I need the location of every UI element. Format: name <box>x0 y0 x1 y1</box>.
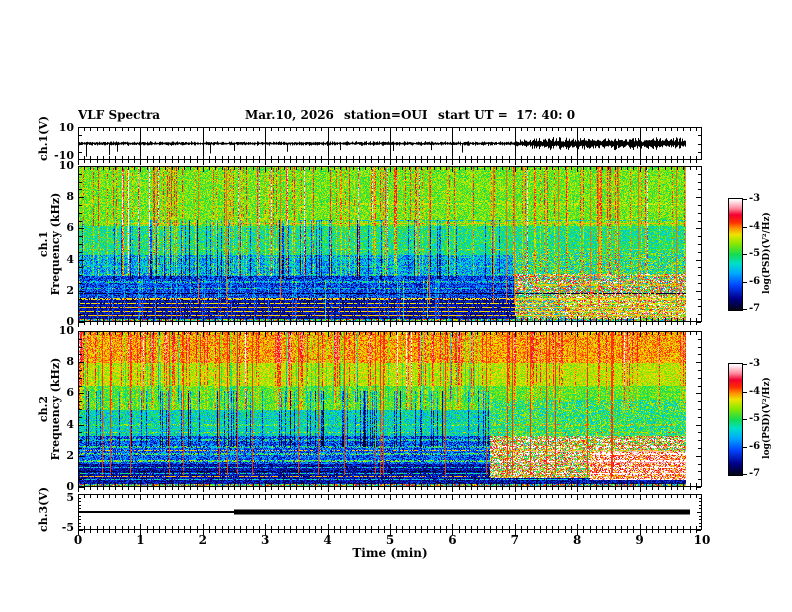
spec2-ytick-10: 10 <box>58 324 74 337</box>
ch3v-axis-title: ch.3(V) <box>37 486 50 532</box>
colorbar-ch1-tick--4: -4 <box>749 220 761 232</box>
x-tick-label-1: 1 <box>136 533 145 547</box>
colorbar-ch1-tick--3: -3 <box>749 193 761 204</box>
colorbar-ch2 <box>728 363 748 476</box>
spec1-ytick-8: 8 <box>66 190 74 204</box>
colorbar-ch1-title: log(PSD)(V²/Hz) <box>762 212 772 294</box>
x-tick-label-7: 7 <box>510 533 519 547</box>
x-tick-label-6: 6 <box>448 533 457 547</box>
colorbar-ch1-tick--6: -6 <box>749 275 761 287</box>
colorbar-ch1-tick--7: -7 <box>749 303 761 314</box>
start-ut-label: start UT = 17: 40: 0 <box>438 108 576 122</box>
x-tick-label-9: 9 <box>635 533 644 547</box>
spec1-ytick-2: 2 <box>66 283 74 297</box>
x-tick-label-10: 10 <box>693 533 711 547</box>
x-tick-label-4: 4 <box>323 533 332 547</box>
ch1-waveform-panel <box>78 127 702 166</box>
ch3-line-panel <box>78 494 702 536</box>
ch1v-ytick-max: 10 <box>58 121 74 134</box>
x-tick-label-5: 5 <box>385 533 395 547</box>
spec2-ytick-2: 2 <box>66 448 74 462</box>
page-title: VLF Spectra <box>78 108 161 122</box>
ch1v-ytick-min: -10 <box>54 149 74 162</box>
colorbar-ch2-tick--4: -4 <box>749 385 761 397</box>
colorbar-ch1-tick--5: -5 <box>749 248 761 259</box>
spec2-ytick-4: 4 <box>66 417 74 431</box>
x-axis-title: Time (min) <box>352 546 428 560</box>
date-label: Mar.10, 2026 <box>245 108 334 122</box>
x-tick-label-2: 2 <box>198 533 207 547</box>
ch1-spectrogram-panel <box>78 166 702 328</box>
ch3v-ytick-max: 5 <box>66 491 74 504</box>
x-tick-label-0: 0 <box>73 533 83 547</box>
ch3v-ytick-min: -5 <box>61 521 74 534</box>
colorbar-ch2-tick--6: -6 <box>749 440 761 452</box>
spec1-ytick-0: 0 <box>66 315 74 328</box>
spec2-ytick-0: 0 <box>66 480 74 493</box>
x-tick-label-8: 8 <box>573 533 582 547</box>
station-label: station=OUI <box>344 108 428 122</box>
spec1-ytick-10: 10 <box>58 159 74 172</box>
spec1-ytick-4: 4 <box>66 252 74 266</box>
ch1v-axis-title: ch.1(V) <box>37 115 50 161</box>
colorbar-ch2-title: log(PSD)(V²/Hz) <box>762 377 772 459</box>
x-tick-label-3: 3 <box>261 533 270 547</box>
ch2-spectrogram-panel <box>78 331 702 493</box>
colorbar-ch2-tick--7: -7 <box>749 468 761 479</box>
spec2-ytick-6: 6 <box>66 386 74 400</box>
colorbar-ch2-tick--5: -5 <box>749 413 761 424</box>
colorbar-ch2-tick--3: -3 <box>749 358 761 369</box>
colorbar-ch1 <box>728 198 748 311</box>
spec1-ytick-6: 6 <box>66 221 74 235</box>
spec2-ytick-8: 8 <box>66 355 74 369</box>
